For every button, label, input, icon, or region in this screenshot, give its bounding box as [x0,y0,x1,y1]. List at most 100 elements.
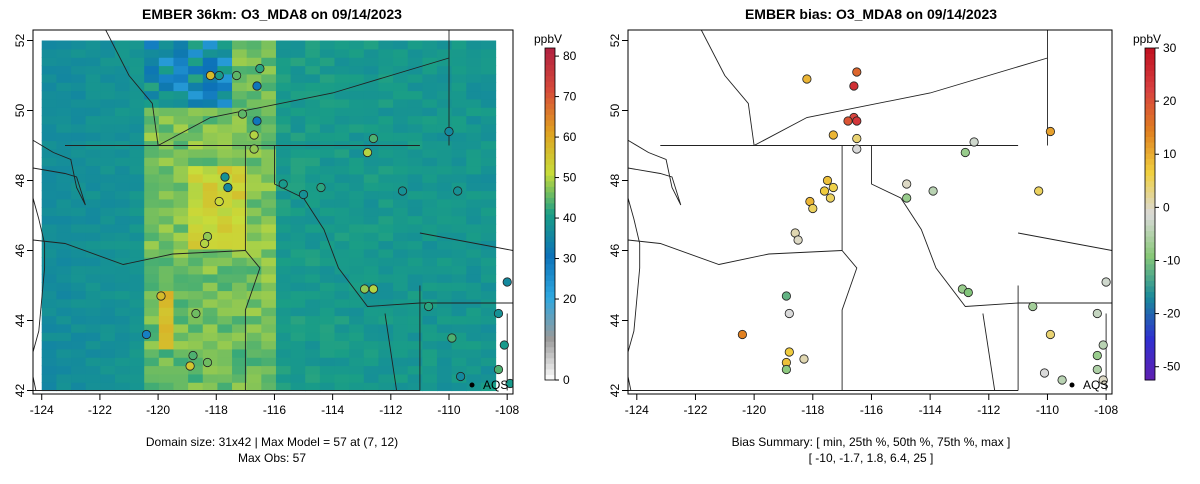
heatmap-cell [232,207,248,217]
heatmap-cell [114,82,131,92]
heatmap-cell [100,332,116,342]
heatmap-cell [363,207,380,217]
heatmap-cell [246,157,262,167]
heatmap-cell [158,107,175,117]
heatmap-cell [378,215,394,225]
heatmap-cell [217,240,233,250]
left-footer-line1: Domain size: 31x42 | Max Model = 57 at (… [146,435,398,449]
heatmap-cell [305,198,321,208]
heatmap-cell [100,248,116,258]
heatmap-cell [393,115,409,125]
heatmap-cell [466,257,482,267]
heatmap-cell [466,198,482,208]
heatmap-cell [129,382,145,392]
heatmap-cell [349,240,365,250]
heatmap-cell [100,48,116,58]
heatmap-cell [158,132,175,142]
heatmap-cell [407,315,423,325]
bias-station [822,175,833,186]
heatmap-cell [334,290,350,300]
heatmap-cell [173,182,189,192]
heatmap-cell [100,73,116,83]
heatmap-cell [217,232,233,242]
heatmap-cell [217,190,233,200]
heatmap-cell [56,115,72,125]
heatmap-cell [129,282,145,292]
heatmap-cell [319,240,336,250]
left-colorbar-segment [545,341,555,348]
heatmap-cell [393,207,409,217]
right-colorbar-segment [1145,197,1155,204]
heatmap-cell [129,198,145,208]
heatmap-cell [173,265,189,275]
heatmap-cell [41,240,57,250]
ozone-heatmap [41,40,497,392]
heatmap-cell [319,90,336,100]
heatmap-cell [261,365,277,375]
heatmap-cell [378,257,394,267]
observation-station [232,70,242,81]
right-xtick-label: -114 [919,403,942,417]
heatmap-cell [144,157,160,167]
heatmap-cell [290,157,306,167]
right-colorbar-segment [1145,280,1155,287]
heatmap-cell [275,323,292,333]
heatmap-cell [114,240,131,250]
heatmap-cell [422,207,438,217]
heatmap-cell [305,257,321,267]
left-colorbar-segment [545,330,555,337]
heatmap-cell [275,307,292,317]
heatmap-cell [114,323,131,333]
heatmap-cell [173,132,189,142]
heatmap-cell [173,273,189,283]
heatmap-cell [378,332,394,342]
left-colorbar-label: 0 [563,373,570,387]
heatmap-cell [305,165,321,175]
heatmap-cell [173,373,189,383]
heatmap-cell [144,365,160,375]
left-colorbar-segment [545,147,555,154]
heatmap-cell [85,232,101,242]
right-state-border [871,145,1019,307]
heatmap-cell [436,315,453,325]
heatmap-cell [451,332,467,342]
heatmap-cell [349,382,365,392]
left-state-border [274,145,420,307]
heatmap-cell [71,223,87,233]
heatmap-cell [407,282,423,292]
heatmap-cell [56,173,72,183]
heatmap-cell [261,315,277,325]
heatmap-cell [85,140,101,150]
bias-station [781,364,792,375]
left-colorbar-segment [545,75,555,82]
heatmap-cell [305,123,321,133]
heatmap-cell [436,273,453,283]
heatmap-cell [480,157,497,167]
heatmap-cell [261,132,277,142]
heatmap-cell [349,107,365,117]
heatmap-cell [232,82,248,92]
heatmap-cell [451,198,467,208]
heatmap-cell [56,90,72,100]
left-colorbar-segment [545,125,555,132]
heatmap-cell [436,65,453,75]
heatmap-cell [71,182,87,192]
heatmap-cell [422,257,438,267]
bias-station [963,287,973,298]
heatmap-cell [363,348,380,358]
heatmap-cell [158,165,175,175]
heatmap-cell [173,40,189,50]
bias-station [902,179,912,189]
heatmap-cell [436,182,453,192]
heatmap-cell [319,132,336,142]
heatmap-cell [451,265,467,275]
heatmap-cell [305,215,321,225]
heatmap-cell [349,332,365,342]
heatmap-cell [114,173,131,183]
heatmap-cell [114,332,131,342]
heatmap-cell [56,140,72,150]
heatmap-cell [436,265,453,275]
heatmap-cell [407,98,423,108]
right-colorbar-segment [1145,125,1155,132]
heatmap-cell [422,232,438,242]
